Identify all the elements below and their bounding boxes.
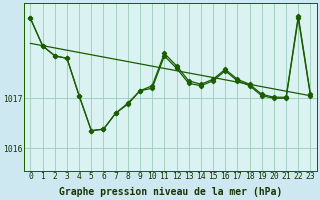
X-axis label: Graphe pression niveau de la mer (hPa): Graphe pression niveau de la mer (hPa) [59,186,282,197]
